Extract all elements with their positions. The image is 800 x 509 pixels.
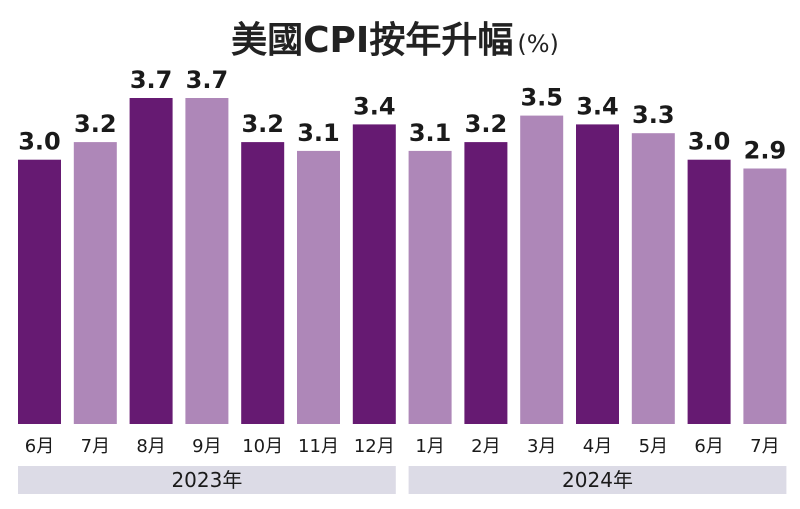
bar-7 — [408, 150, 452, 424]
value-label-12: 3.0 — [688, 128, 731, 156]
category-label-9: 3月 — [527, 436, 556, 457]
category-label-10: 4月 — [583, 436, 612, 457]
bar-8 — [464, 142, 508, 424]
chart-title-text: 美國CPI按年升幅 — [231, 20, 513, 61]
category-label-1: 7月 — [81, 436, 110, 457]
category-label-4: 10月 — [242, 436, 283, 457]
value-label-13: 2.9 — [744, 137, 787, 165]
value-label-0: 3.0 — [18, 128, 61, 156]
value-label-4: 3.2 — [241, 110, 284, 138]
category-label-0: 6月 — [25, 436, 54, 457]
category-label-11: 5月 — [639, 436, 668, 457]
category-label-13: 7月 — [750, 436, 779, 457]
bar-12 — [687, 159, 731, 424]
bar-3 — [185, 98, 229, 424]
bars — [18, 98, 787, 425]
category-label-6: 12月 — [354, 436, 395, 457]
bar-4 — [241, 142, 285, 424]
value-labels: 3.0 3.2 3.7 3.7 3.2 3.1 3.4 3.1 3.2 3.5 3.4 3.3 3.0 2… — [18, 66, 786, 165]
category-label-8: 2月 — [471, 436, 500, 457]
year-band-0 — [18, 466, 396, 494]
bar-2 — [129, 98, 173, 424]
chart-title: 美國CPI按年升幅 (%) — [231, 20, 559, 61]
bar-11 — [631, 133, 675, 424]
value-label-5: 3.1 — [297, 119, 340, 147]
value-label-2: 3.7 — [130, 66, 173, 94]
chart-title-unit: (%) — [517, 30, 559, 58]
year-bands: 2023年 2024年 — [18, 466, 787, 494]
value-label-3: 3.7 — [186, 66, 229, 94]
bar-5 — [297, 150, 340, 424]
category-label-3: 9月 — [192, 436, 221, 457]
value-label-7: 3.1 — [409, 119, 452, 147]
category-label-7: 1月 — [415, 436, 444, 457]
value-label-10: 3.4 — [576, 92, 619, 120]
bar-0 — [18, 159, 61, 424]
category-label-12: 6月 — [694, 436, 723, 457]
bar-6 — [352, 124, 396, 425]
year-label-1: 2024年 — [562, 468, 633, 492]
bar-1 — [73, 142, 117, 424]
value-label-8: 3.2 — [465, 110, 508, 138]
bar-13 — [743, 168, 787, 424]
value-label-9: 3.5 — [520, 84, 563, 112]
category-label-5: 11月 — [298, 436, 339, 457]
year-band-1 — [408, 466, 787, 494]
year-label-0: 2023年 — [171, 468, 242, 492]
bar-10 — [576, 124, 619, 425]
value-label-6: 3.4 — [353, 92, 396, 120]
value-label-1: 3.2 — [74, 110, 117, 138]
bar-9 — [520, 115, 564, 424]
value-label-11: 3.3 — [632, 101, 675, 129]
category-labels: 6月 7月 8月 9月 10月 11月 12月 1月 2月 3月 4月 5月 6月 7月 — [25, 436, 780, 457]
category-label-2: 8月 — [136, 436, 165, 457]
